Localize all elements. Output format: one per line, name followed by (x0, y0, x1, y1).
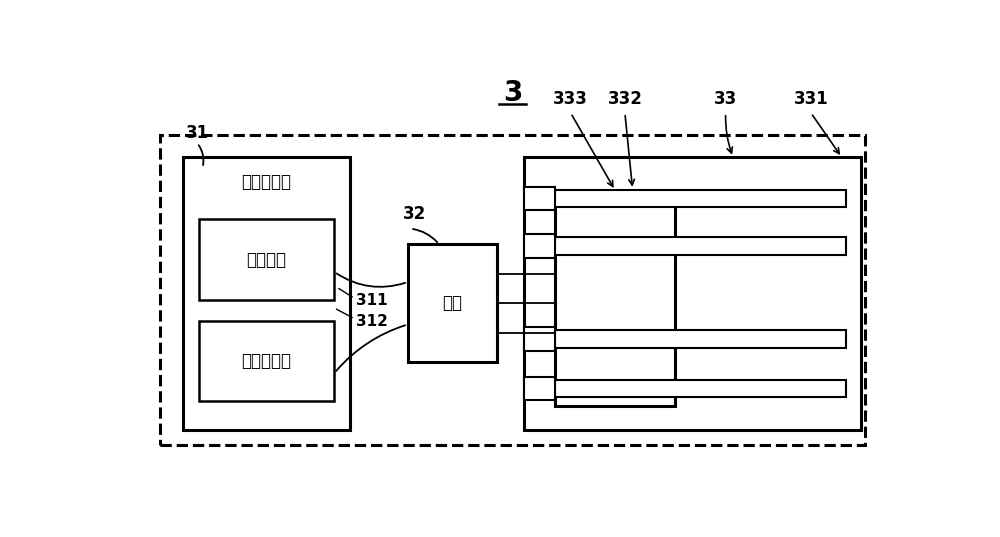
Bar (524, 234, 555, 258)
Text: 312: 312 (356, 314, 388, 329)
Text: 32: 32 (402, 205, 426, 223)
Bar (555, 191, 675, 405)
Bar (555, 237, 846, 255)
Bar (183, 157, 350, 430)
Text: 应用程序: 应用程序 (246, 251, 286, 269)
Text: 马达驱动器: 马达驱动器 (241, 173, 291, 191)
Text: 马达: 马达 (442, 294, 462, 312)
Bar (524, 157, 861, 430)
Text: 311: 311 (356, 293, 388, 308)
Text: 33: 33 (714, 90, 737, 108)
Bar (524, 328, 555, 351)
Bar (524, 187, 555, 210)
Text: 3: 3 (503, 79, 522, 107)
Text: 31: 31 (185, 124, 209, 142)
Bar (524, 377, 555, 400)
Text: 332: 332 (607, 90, 642, 108)
Text: 333: 333 (553, 90, 588, 108)
Text: 331: 331 (794, 90, 828, 108)
Bar (199, 220, 334, 300)
Text: 摩擦力模型: 摩擦力模型 (241, 352, 291, 370)
Bar (555, 190, 846, 207)
Bar (160, 135, 865, 445)
Bar (199, 321, 334, 402)
Bar (408, 244, 497, 362)
Bar (555, 380, 846, 397)
Bar (555, 330, 846, 347)
